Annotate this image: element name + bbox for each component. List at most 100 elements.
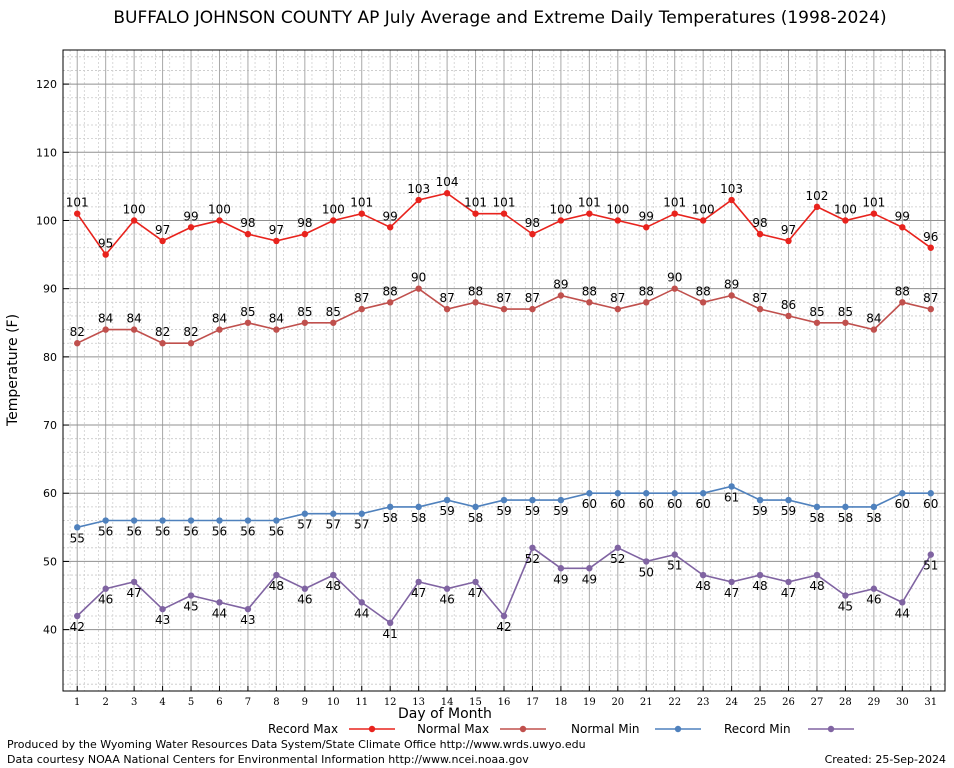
data-point	[586, 490, 593, 497]
data-point	[557, 496, 565, 504]
x-tick-label: 25	[754, 697, 767, 708]
x-tick-label: 20	[611, 697, 624, 708]
data-point	[216, 326, 223, 333]
data-label: 98	[752, 216, 767, 230]
data-label: 56	[212, 525, 227, 539]
data-label: 58	[809, 511, 824, 525]
data-label: 48	[269, 579, 284, 593]
data-point	[899, 490, 906, 497]
data-label: 90	[411, 271, 426, 285]
data-point	[130, 517, 138, 524]
data-point	[643, 490, 650, 497]
x-tick-label: 14	[441, 697, 454, 708]
data-label: 84	[212, 312, 227, 326]
data-point	[386, 503, 394, 511]
footer-produced-by: Produced by the Wyoming Water Resources …	[7, 738, 586, 751]
data-point	[870, 326, 878, 333]
legend-label: Record Max	[268, 722, 338, 736]
data-point	[586, 565, 593, 572]
x-tick-label: 23	[697, 697, 710, 708]
data-point	[699, 299, 707, 306]
data-label: 46	[98, 593, 113, 607]
data-point	[74, 524, 81, 531]
data-point	[699, 217, 707, 224]
data-point	[529, 496, 536, 504]
data-point	[643, 224, 650, 231]
data-label: 100	[322, 202, 345, 216]
x-tick-label: 9	[302, 697, 308, 708]
data-point	[244, 230, 252, 238]
data-label: 41	[383, 627, 398, 641]
data-point	[643, 299, 650, 306]
data-point	[273, 571, 280, 579]
data-label: 86	[781, 298, 796, 312]
data-point	[358, 305, 365, 313]
data-label: 100	[834, 202, 857, 216]
x-tick-label: 13	[412, 697, 425, 708]
data-label: 46	[297, 593, 312, 607]
data-label: 96	[923, 230, 938, 244]
data-label: 95	[98, 237, 113, 251]
data-point	[842, 503, 849, 511]
data-label: 99	[895, 209, 910, 223]
data-label: 59	[496, 504, 511, 518]
data-label: 56	[126, 525, 141, 539]
data-point	[443, 190, 451, 197]
data-point	[842, 217, 849, 224]
data-label: 59	[439, 504, 454, 518]
y-tick-label: 110	[36, 146, 57, 159]
data-point	[216, 517, 223, 524]
data-point	[187, 340, 195, 347]
data-point	[330, 571, 337, 579]
x-tick-label: 27	[811, 697, 824, 708]
data-point	[842, 592, 849, 599]
data-point	[415, 578, 422, 586]
data-label: 87	[354, 291, 369, 305]
data-label: 87	[439, 291, 454, 305]
legend: Record Max Normal Max Normal Min Record Min	[268, 722, 854, 736]
data-point	[500, 305, 508, 313]
x-tick-label: 24	[725, 697, 738, 708]
data-label: 88	[582, 284, 597, 298]
data-label: 102	[806, 189, 829, 203]
data-label: 101	[66, 196, 89, 210]
x-tick-label: 10	[327, 697, 340, 708]
data-point	[614, 490, 622, 497]
data-label: 103	[720, 182, 743, 196]
data-label: 47	[724, 586, 739, 600]
y-tick-label: 70	[43, 419, 57, 432]
data-label: 59	[525, 504, 540, 518]
data-point	[273, 237, 280, 245]
data-point	[102, 326, 109, 333]
data-point	[728, 196, 735, 204]
data-point	[443, 305, 451, 313]
data-label: 98	[525, 216, 540, 230]
data-point	[74, 340, 81, 347]
data-point	[699, 490, 707, 497]
data-point	[273, 326, 280, 333]
data-label: 58	[411, 511, 426, 525]
x-tick-label: 18	[555, 697, 568, 708]
plot-frame	[62, 49, 946, 692]
data-point	[472, 210, 479, 217]
data-point	[671, 210, 678, 217]
data-point	[472, 299, 479, 306]
data-label: 55	[70, 531, 85, 545]
footer-created-date: Created: 25-Sep-2024	[824, 753, 946, 766]
data-point	[187, 592, 195, 599]
data-label: 59	[553, 504, 568, 518]
x-tick-label: 31	[924, 697, 937, 708]
data-label: 43	[240, 613, 255, 627]
data-label: 60	[610, 497, 625, 511]
x-tick-label: 17	[526, 697, 539, 708]
data-point	[529, 230, 536, 238]
data-point	[415, 285, 422, 292]
data-point	[870, 210, 878, 217]
y-tick-label: 90	[43, 283, 57, 296]
data-label: 44	[354, 606, 369, 620]
data-point	[557, 565, 565, 572]
x-tick-label: 16	[498, 697, 511, 708]
x-tick-label: 26	[782, 697, 795, 708]
data-point	[728, 483, 735, 490]
data-label: 52	[610, 552, 625, 566]
